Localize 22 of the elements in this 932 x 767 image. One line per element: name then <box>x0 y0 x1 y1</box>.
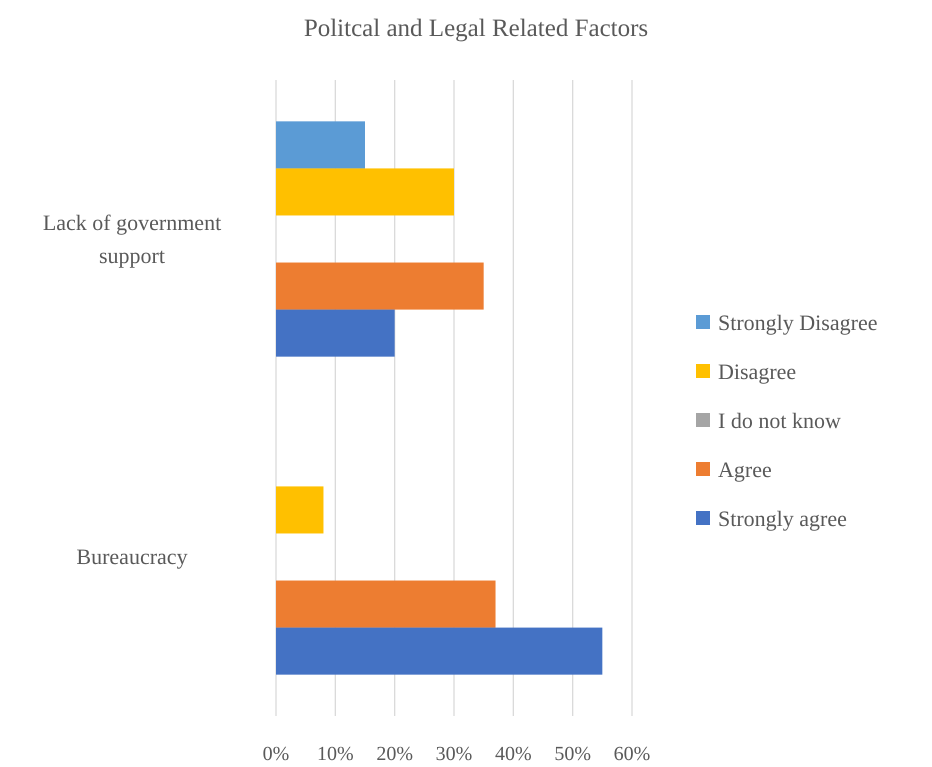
bar <box>276 310 395 357</box>
x-tick-label: 10% <box>316 743 354 765</box>
y-tick-label: Lack of government support <box>42 210 222 268</box>
x-tick-label: 60% <box>614 743 650 765</box>
bar <box>276 486 324 534</box>
x-tick-label: 0% <box>262 743 290 765</box>
legend-label: Strongly agree <box>718 506 847 531</box>
bar <box>276 628 602 675</box>
bar <box>276 168 454 216</box>
x-tick-label: 40% <box>494 743 532 765</box>
legend-label: I do not know <box>718 408 841 433</box>
x-tick-label: 50% <box>554 743 592 765</box>
bar <box>276 262 484 310</box>
y-tick-label: Bureaucracy <box>76 544 188 569</box>
x-tick-label: 20% <box>376 743 414 765</box>
bar <box>276 580 496 628</box>
legend-label: Strongly Disagree <box>718 310 878 335</box>
legend-label: Agree <box>718 457 772 482</box>
x-tick-label: 30% <box>436 743 472 765</box>
legend-label: Disagree <box>718 359 796 384</box>
bar <box>276 121 365 168</box>
chart-title: Politcal and Legal Related Factors <box>304 15 648 42</box>
